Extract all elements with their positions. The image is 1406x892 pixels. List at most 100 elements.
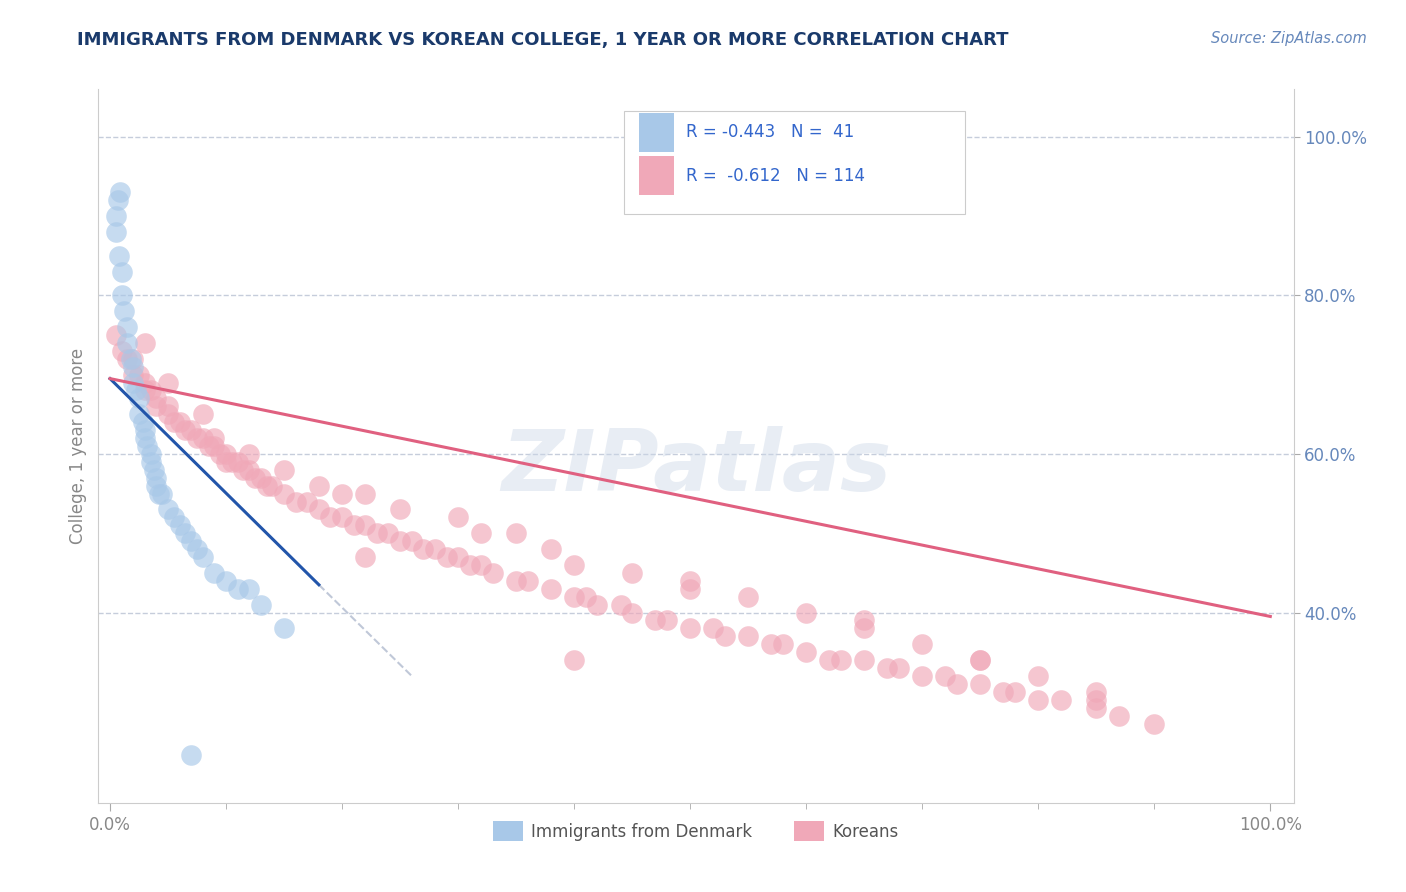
Point [853,653,876,667]
Point [284,494,307,508]
Point [238,447,260,461]
Point [163,510,186,524]
Point [423,542,446,557]
Point [1085,692,1108,706]
Point [157,400,180,414]
Point [250,598,273,612]
Point [1108,708,1130,723]
Point [232,463,254,477]
Point [366,526,388,541]
Point [412,542,434,557]
Point [107,193,129,207]
Point [117,351,139,366]
Point [111,343,134,358]
Point [122,368,145,382]
Point [169,415,191,429]
Point [447,510,470,524]
Point [969,653,991,667]
Point [911,637,934,651]
Point [163,415,186,429]
Point [377,526,399,541]
Point [204,566,226,580]
Point [562,590,585,604]
Point [111,264,134,278]
Point [1004,685,1026,699]
Point [143,463,166,477]
Point [853,621,876,635]
Point [702,621,724,635]
Point [969,653,991,667]
Point [117,335,139,350]
Point [226,582,249,596]
Point [818,653,841,667]
Text: IMMIGRANTS FROM DENMARK VS KOREAN COLLEGE, 1 YEAR OR MORE CORRELATION CHART: IMMIGRANTS FROM DENMARK VS KOREAN COLLEG… [77,31,1010,49]
Point [1050,692,1073,706]
Point [401,534,423,549]
Text: R =  -0.612   N = 114: R = -0.612 N = 114 [686,168,866,186]
Point [111,288,134,302]
Point [104,209,127,223]
Point [575,590,598,604]
Point [243,471,266,485]
Point [330,510,353,524]
Point [308,502,330,516]
Point [174,423,197,437]
Point [621,566,644,580]
Point [1085,685,1108,699]
Point [180,534,202,549]
Point [180,748,202,763]
Point [273,621,295,635]
Point [139,384,162,398]
Point [319,510,342,524]
Point [122,359,145,374]
Point [447,549,470,564]
Point [470,526,492,541]
Point [761,637,783,651]
Point [354,518,377,533]
Point [134,376,156,390]
Point [145,478,167,492]
Point [134,335,156,350]
Point [737,629,759,643]
Point [946,677,969,691]
Point [609,598,631,612]
Point [122,376,145,390]
Point [794,645,817,659]
Y-axis label: College, 1 year or more: College, 1 year or more [69,348,87,544]
Point [621,606,644,620]
FancyBboxPatch shape [624,111,965,214]
Point [1085,700,1108,714]
Point [197,439,219,453]
Point [482,566,505,580]
Point [562,653,585,667]
Point [644,614,666,628]
Point [131,415,153,429]
Point [180,423,202,437]
Point [204,431,226,445]
Point [139,447,162,461]
Point [145,471,167,485]
Point [238,582,260,596]
Point [470,558,492,572]
Point [128,407,150,421]
Point [389,502,412,516]
Point [1026,669,1049,683]
Point [145,400,167,414]
Point [124,384,146,398]
Point [136,439,159,453]
Point [157,502,180,516]
Point [505,574,527,588]
Point [887,661,910,675]
Point [128,368,150,382]
Point [969,677,991,691]
Point [145,392,167,406]
Point [714,629,737,643]
Point [148,486,170,500]
Point [112,304,135,318]
Point [297,494,319,508]
Point [853,614,876,628]
Point [354,486,377,500]
Point [226,455,249,469]
Point [436,549,458,564]
Point [134,431,156,445]
